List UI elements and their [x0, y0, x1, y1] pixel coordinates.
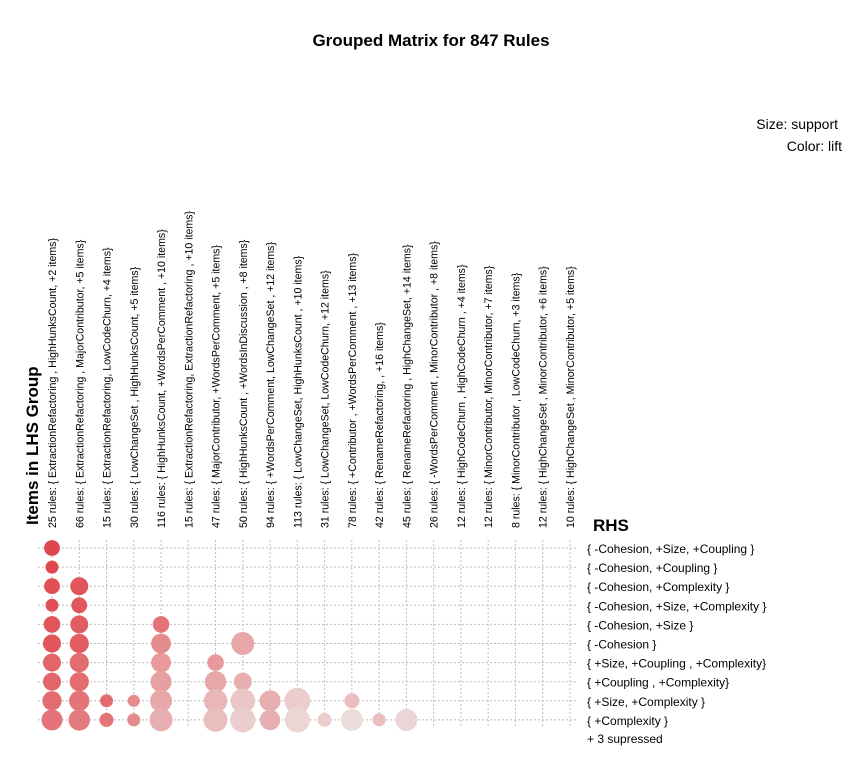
- rule-group-point: [43, 616, 61, 633]
- rule-group-point: [68, 709, 90, 731]
- x-axis-title: Items in LHS Group: [23, 366, 42, 525]
- rule-group-point: [127, 694, 140, 707]
- suppressed-label: + 3 supressed: [587, 732, 663, 746]
- rule-group-point: [149, 708, 173, 732]
- lhs-group-label: 78 rules: { +Contributor , +WordsPerComm…: [347, 252, 359, 528]
- grid: [38, 540, 578, 727]
- lhs-group-label: 15 rules: { ExtractionRefactoring, LowCo…: [102, 247, 114, 528]
- lhs-group-label: 12 rules: { MinorContributor, MinorContr…: [483, 265, 495, 528]
- rule-group-point: [42, 691, 62, 711]
- rule-group-point: [230, 707, 256, 733]
- rule-group-point: [203, 689, 228, 713]
- rhs-label: { +Complexity }: [587, 714, 668, 728]
- lhs-group-label: 47 rules: { MajorContributor, +WordsPerC…: [211, 245, 223, 528]
- rule-group-point: [127, 713, 141, 727]
- lhs-group-label: 66 rules: { ExtractionRefactoring , Majo…: [74, 239, 86, 528]
- rhs-label: { -Cohesion, +Coupling }: [587, 561, 717, 575]
- rule-group-point: [230, 688, 256, 713]
- lhs-group-label: 116 rules: { HighHunksCount, +WordsPerCo…: [156, 229, 168, 528]
- rule-group-point: [284, 687, 311, 714]
- rhs-label: { -Cohesion, +Size, +Coupling }: [587, 542, 754, 556]
- rule-group-point: [231, 632, 255, 655]
- rule-group-point: [207, 654, 224, 671]
- legend-size: Size: support: [756, 116, 838, 132]
- lhs-group-label: 30 rules: { LowChangeSet , HighHunksCoun…: [129, 266, 141, 528]
- rule-group-point: [204, 671, 227, 693]
- rule-group-point: [41, 709, 63, 731]
- rule-group-point: [150, 689, 173, 712]
- legend-color: Color: lift: [787, 138, 842, 154]
- y-axis-title: RHS: [593, 516, 629, 535]
- rule-group-point: [203, 708, 228, 732]
- lhs-group-label: 113 rules: { LowChangeSet, HighHunksCoun…: [292, 255, 304, 528]
- lhs-group-label: 8 rules: { MinorContributor , LowCodeChu…: [510, 272, 522, 528]
- rule-group-point: [70, 615, 89, 634]
- rule-group-point: [70, 577, 89, 596]
- rule-group-point: [69, 690, 90, 711]
- rhs-label: { -Cohesion, +Size }: [587, 618, 693, 632]
- lhs-group-label: 42 rules: { RenameRefactoring, , +16 ite…: [374, 322, 386, 528]
- lhs-group-label: 10 rules: { HighChangeSet , MinorContrib…: [565, 266, 577, 528]
- rhs-label: { -Cohesion }: [587, 638, 656, 652]
- lhs-group-label: 12 rules: { HighChangeSet , MinorContrib…: [538, 266, 550, 528]
- lhs-group-label: 94 rules: { +WordsPerComment, LowChangeS…: [265, 242, 277, 528]
- lhs-group-label: 26 rules: { -WordsPerComment , MinorCont…: [429, 241, 441, 528]
- rule-group-point: [150, 671, 172, 693]
- rule-group-point: [259, 690, 281, 712]
- rule-group-point: [317, 712, 332, 727]
- rule-group-point: [71, 597, 88, 614]
- rule-group-point: [69, 653, 89, 673]
- rule-group-point: [100, 694, 114, 708]
- rule-group-point: [43, 672, 61, 691]
- rhs-labels: { -Cohesion, +Size, +Coupling } { -Cohesi…: [587, 542, 766, 728]
- rhs-label: { -Cohesion, +Size, +Complexity }: [587, 599, 766, 613]
- rule-group-point: [44, 540, 60, 556]
- rule-group-point: [69, 633, 89, 654]
- rule-group-point: [395, 708, 418, 731]
- lhs-group-label: 45 rules: { RenameRefactoring , HighChan…: [401, 244, 413, 528]
- rule-group-point: [340, 708, 363, 731]
- rule-group-point: [44, 578, 60, 595]
- rule-group-point: [259, 709, 281, 731]
- lhs-group-label: 15 rules: { ExtractionRefactoring, Extra…: [183, 210, 195, 528]
- rule-group-point: [69, 672, 89, 692]
- rule-group-point: [372, 713, 386, 727]
- rule-group-point: [151, 652, 171, 673]
- points: [41, 540, 418, 733]
- lhs-group-label: 31 rules: { LowChangeSet, LowCodeChurn, …: [320, 270, 332, 528]
- rule-group-point: [45, 560, 59, 574]
- lhs-group-label: 12 rules: { HighCodeChurn , HighCodeChur…: [456, 264, 468, 528]
- chart-title: Grouped Matrix for 847 Rules: [312, 31, 549, 50]
- rule-group-point: [233, 672, 252, 691]
- rule-group-point: [344, 693, 360, 709]
- rule-group-point: [99, 712, 114, 727]
- rule-group-point: [43, 653, 61, 672]
- rhs-label: { -Cohesion, +Complexity }: [587, 580, 729, 594]
- rule-group-point: [43, 634, 61, 653]
- lhs-group-label: 25 rules: { ExtractionRefactoring , High…: [47, 238, 59, 528]
- lhs-group-label: 50 rules: { HighHunksCount , +WordsInDis…: [238, 239, 250, 528]
- rule-group-point: [284, 707, 310, 733]
- rhs-label: { +Coupling , +Complexity}: [587, 676, 729, 690]
- lhs-group-labels: 25 rules: { ExtractionRefactoring , High…: [47, 210, 577, 528]
- rule-group-point: [152, 616, 170, 633]
- rule-group-point: [45, 598, 59, 612]
- rhs-label: { +Size, +Coupling , +Complexity}: [587, 657, 766, 671]
- rhs-label: { +Size, +Complexity }: [587, 695, 705, 709]
- rule-group-point: [151, 633, 171, 654]
